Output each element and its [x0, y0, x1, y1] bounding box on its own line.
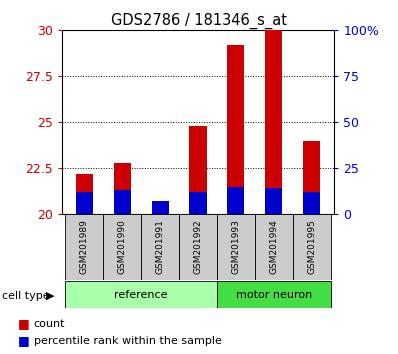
Bar	[217, 214, 255, 280]
Bar	[152, 211, 169, 214]
Bar	[141, 214, 179, 280]
Bar	[189, 192, 207, 214]
Bar	[217, 281, 330, 308]
Bar	[293, 214, 330, 280]
Bar	[265, 30, 282, 214]
Text: percentile rank within the sample: percentile rank within the sample	[34, 336, 222, 346]
Bar	[114, 190, 131, 214]
Text: GSM201994: GSM201994	[269, 219, 278, 274]
Text: GDS2786 / 181346_s_at: GDS2786 / 181346_s_at	[111, 12, 287, 29]
Bar	[103, 214, 141, 280]
Text: GSM201990: GSM201990	[118, 219, 127, 274]
Text: GSM201991: GSM201991	[156, 219, 165, 274]
Text: GSM201989: GSM201989	[80, 219, 89, 274]
Bar	[255, 214, 293, 280]
Text: GSM201993: GSM201993	[231, 219, 240, 274]
Text: ▶: ▶	[46, 291, 54, 301]
Text: reference: reference	[115, 290, 168, 300]
Text: ■: ■	[18, 318, 30, 330]
Text: GSM201995: GSM201995	[307, 219, 316, 274]
Bar	[76, 192, 93, 214]
Bar	[66, 214, 103, 280]
Bar	[76, 174, 93, 214]
Bar	[303, 192, 320, 214]
Bar	[114, 162, 131, 214]
Bar	[179, 214, 217, 280]
Bar	[66, 281, 217, 308]
Text: count: count	[34, 319, 65, 329]
Bar	[227, 45, 244, 214]
Bar	[227, 187, 244, 214]
Bar	[189, 126, 207, 214]
Bar	[303, 141, 320, 214]
Text: cell type: cell type	[2, 291, 50, 301]
Bar	[152, 201, 169, 214]
Text: motor neuron: motor neuron	[236, 290, 312, 300]
Text: ■: ■	[18, 334, 30, 347]
Text: GSM201992: GSM201992	[193, 219, 203, 274]
Bar	[265, 188, 282, 214]
